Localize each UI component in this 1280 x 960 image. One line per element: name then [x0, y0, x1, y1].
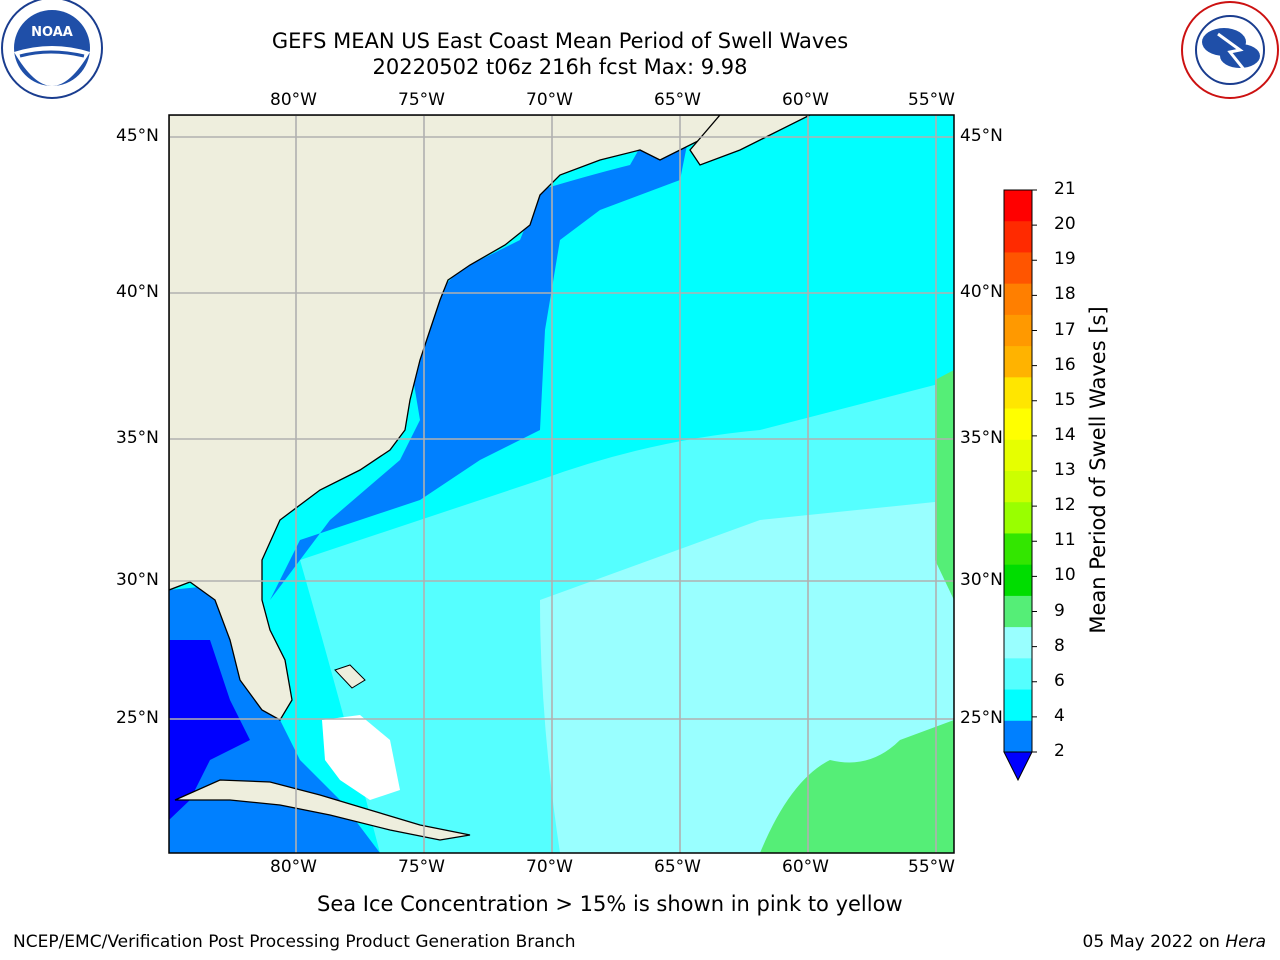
lat-tick-left-40n: 40°N: [116, 282, 159, 302]
lon-tick-top-80w: 80°W: [270, 90, 317, 110]
land-cuba: [174, 779, 471, 841]
lat-tick-right-45n: 45°N: [960, 126, 1003, 146]
lon-tick-top-65w: 65°W: [654, 90, 701, 110]
colorbar-swatch: [1004, 346, 1032, 378]
colorbar-swatch: [1004, 408, 1032, 441]
colorbar-swatch: [1004, 533, 1032, 566]
lat-tick-right-35n: 35°N: [960, 428, 1003, 448]
colorbar-swatch: [1004, 377, 1032, 410]
colorbar-swatch: [1004, 502, 1032, 534]
swell-zone-under: [169, 640, 250, 820]
chart-title: GEFS MEAN US East Coast Mean Period of S…: [271, 29, 849, 53]
colorbar-tick-label: 13: [1054, 460, 1076, 480]
lat-tick-right-40n: 40°N: [960, 282, 1003, 302]
nodata-area: [322, 715, 400, 800]
lon-tick-bottom-55w: 55°W: [908, 857, 955, 877]
colorbar-tick-label: 21: [1054, 179, 1076, 199]
lat-tick-right-30n: 30°N: [960, 570, 1003, 590]
colorbar-tick-label: 12: [1054, 495, 1076, 516]
lon-tick-bottom-60w: 60°W: [782, 857, 829, 877]
footer-date: 05 May 2022 on: [1082, 932, 1226, 952]
footer-right: 05 May 2022 on Hera: [1083, 932, 1267, 952]
lat-tick-left-35n: 35°N: [116, 428, 159, 448]
colorbar-swatch: [1004, 439, 1032, 472]
colorbar-swatch: [1004, 221, 1032, 253]
colorbar-swatch: [1004, 471, 1032, 503]
land-bahamas: [334, 664, 366, 689]
colorbar-tick-label: 17: [1054, 319, 1076, 340]
colorbar-tick-label: 15: [1054, 389, 1076, 410]
lon-tick-bottom-70w: 70°W: [526, 857, 573, 877]
colorbar-tick-label: 10: [1054, 565, 1076, 586]
colorbar-swatch: [1004, 658, 1032, 691]
colorbar-tick-label: 11: [1054, 530, 1076, 551]
chart-subtitle: 20220502 t06z 216h fcst Max: 9.98: [372, 55, 748, 79]
lat-tick-right-25n: 25°N: [960, 708, 1003, 728]
lat-tick-left-30n: 30°N: [116, 570, 159, 590]
lon-tick-top-75w: 75°W: [398, 90, 445, 110]
colorbar-tick-label: 16: [1054, 354, 1076, 375]
colorbar-tick-label: 14: [1054, 424, 1076, 445]
lon-tick-top-60w: 60°W: [782, 90, 829, 110]
colorbar-tick-label: 8: [1054, 635, 1065, 656]
swell-zone-2-4: [270, 130, 690, 600]
lat-tick-left-25n: 25°N: [116, 708, 159, 728]
colorbar-swatch: [1004, 627, 1032, 659]
colorbar-tick-label: 20: [1054, 214, 1076, 235]
colorbar-swatch: [1004, 252, 1032, 285]
map-frame: [168, 114, 955, 854]
footer-host: Hera: [1225, 932, 1266, 952]
colorbar-label: Mean Period of Swell Waves [s]: [1086, 306, 1110, 634]
footer-left: NCEP/EMC/Verification Post Processing Pr…: [13, 932, 576, 952]
lon-tick-top-55w: 55°W: [908, 90, 955, 110]
lon-tick-bottom-75w: 75°W: [398, 857, 445, 877]
colorbar-swatch: [1004, 564, 1032, 597]
land-nova-scotia: [689, 115, 811, 166]
lon-tick-top-70w: 70°W: [526, 90, 573, 110]
lon-tick-bottom-80w: 80°W: [270, 857, 317, 877]
colorbar-tick-label: 9: [1054, 600, 1065, 621]
colorbar-swatch: [1004, 283, 1032, 316]
colorbar-tick-label: 4: [1054, 705, 1065, 726]
colorbar-swatch: [1004, 720, 1032, 753]
map-gridlines: [169, 115, 954, 853]
swell-zone-9-10-east: [935, 370, 954, 600]
colorbar-swatch: [1004, 689, 1032, 722]
lat-tick-left-45n: 45°N: [116, 126, 159, 146]
sea-ice-note: Sea Ice Concentration > 15% is shown in …: [317, 892, 903, 916]
colorbar-tick-label: 6: [1054, 670, 1065, 691]
colorbar-tick-label: 18: [1054, 284, 1076, 305]
colorbar-swatch: [1004, 190, 1032, 222]
colorbar-swatch: [1004, 314, 1032, 347]
colorbar-under-arrow: [1003, 751, 1033, 782]
colorbar-tick-label: 19: [1054, 249, 1076, 270]
lon-tick-bottom-65w: 65°W: [654, 857, 701, 877]
land-north-america: [169, 115, 721, 721]
colorbar-swatch: [1004, 595, 1032, 628]
colorbar-tick-label: 2: [1054, 741, 1065, 761]
